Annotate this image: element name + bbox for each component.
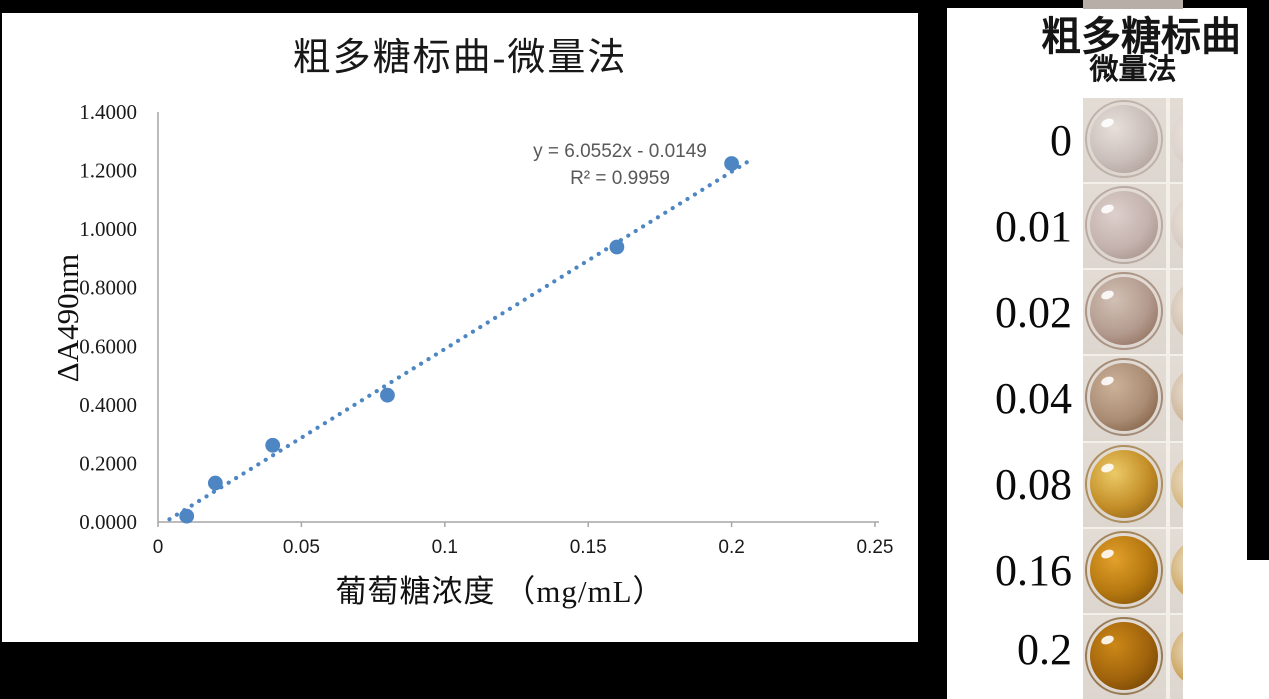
well-rim-ring [1085,616,1163,695]
x-tick-label: 0.2 [718,537,744,558]
well-rim-ring [1085,272,1163,351]
well-concentration-label: 0.01 [995,202,1072,251]
plate-grid-divider [1166,98,1170,183]
well-photo-cell [1083,356,1183,443]
data-point [609,239,625,255]
x-tick-label: 0.15 [570,537,607,558]
adjacent-well-partial [1171,538,1183,601]
well-rim-ring [1085,444,1163,523]
well-photo-top-sliver [1083,0,1183,9]
wells-subtitle: 微量法 [1089,54,1177,86]
plate-grid-divider [1166,270,1170,355]
data-point [207,475,223,491]
y-tick-label: 1.0000 [79,217,137,241]
plate-grid-divider [1166,184,1170,269]
trendline-equation: y = 6.0552x - 0.0149 [533,141,707,162]
x-tick-label: 0 [153,537,164,558]
adjacent-well-partial [1171,452,1183,515]
adjacent-well-partial [1171,108,1183,170]
y-tick-label: 0.4000 [79,393,137,417]
well-rim-ring [1085,100,1163,178]
data-point [179,508,195,524]
well-photo-cell [1083,184,1183,271]
y-axis-title: ΔA490nm [50,253,85,383]
y-tick-label: 0.2000 [79,451,137,475]
adjacent-well-partial [1171,624,1183,687]
well-rim-ring [1085,530,1163,609]
adjacent-well-partial [1171,366,1183,429]
y-tick-label: 0.0000 [79,510,137,534]
well-liquid [1090,105,1158,173]
well-concentration-label: 0.04 [995,374,1072,423]
y-tick-label: 0.8000 [79,276,137,300]
data-point [724,156,739,171]
well-photo-cell [1083,270,1183,357]
adjacent-well-partial [1171,194,1183,257]
well-plate-panel-extension [1247,560,1269,699]
y-tick-label: 0.6000 [79,334,137,358]
x-tick-label: 0.25 [857,537,894,558]
plate-grid-divider [1166,528,1170,613]
plate-grid-divider [1166,442,1170,527]
well-photo-cell [1083,528,1183,615]
chart-title: 粗多糖标曲-微量法 [292,37,628,79]
well-rim-ring [1085,358,1163,437]
well-photo-cell [1083,98,1183,185]
adjacent-well-partial [1171,280,1183,343]
well-liquid [1090,449,1158,518]
well-concentration-label: 0 [1050,116,1072,165]
trendline-annotation: y = 6.0552x - 0.0149 R² = 0.9959 [500,138,740,192]
y-tick-label: 1.4000 [79,100,137,124]
well-concentration-label: 0.02 [995,288,1072,337]
wells-title: 粗多糖标曲 [1041,15,1241,59]
trendline [167,159,750,522]
well-liquid [1090,535,1158,604]
well-liquid [1090,191,1158,260]
plate-grid-divider [1166,356,1170,441]
x-axis-title: 葡萄糖浓度 （mg/mL） [335,574,665,609]
well-rim-ring [1085,186,1163,265]
y-tick-label: 1.2000 [79,159,137,183]
data-point [265,437,281,453]
well-concentration-label: 0.16 [995,546,1072,595]
x-tick-label: 0.1 [432,537,458,558]
r-squared-value: R² = 0.9959 [570,168,670,189]
well-photo-cell [1083,614,1183,699]
well-concentration-label: 0.08 [995,460,1072,509]
plate-grid-divider [1166,614,1170,699]
well-liquid [1090,277,1158,346]
well-liquid [1090,621,1158,690]
well-liquid [1090,363,1158,432]
standard-curve-chart-panel [2,13,918,642]
well-concentration-label: 0.2 [1017,625,1072,674]
data-point [380,387,395,403]
well-photo-strip [1083,98,1183,699]
x-tick-label: 0.05 [283,537,320,558]
well-photo-cell [1083,442,1183,529]
